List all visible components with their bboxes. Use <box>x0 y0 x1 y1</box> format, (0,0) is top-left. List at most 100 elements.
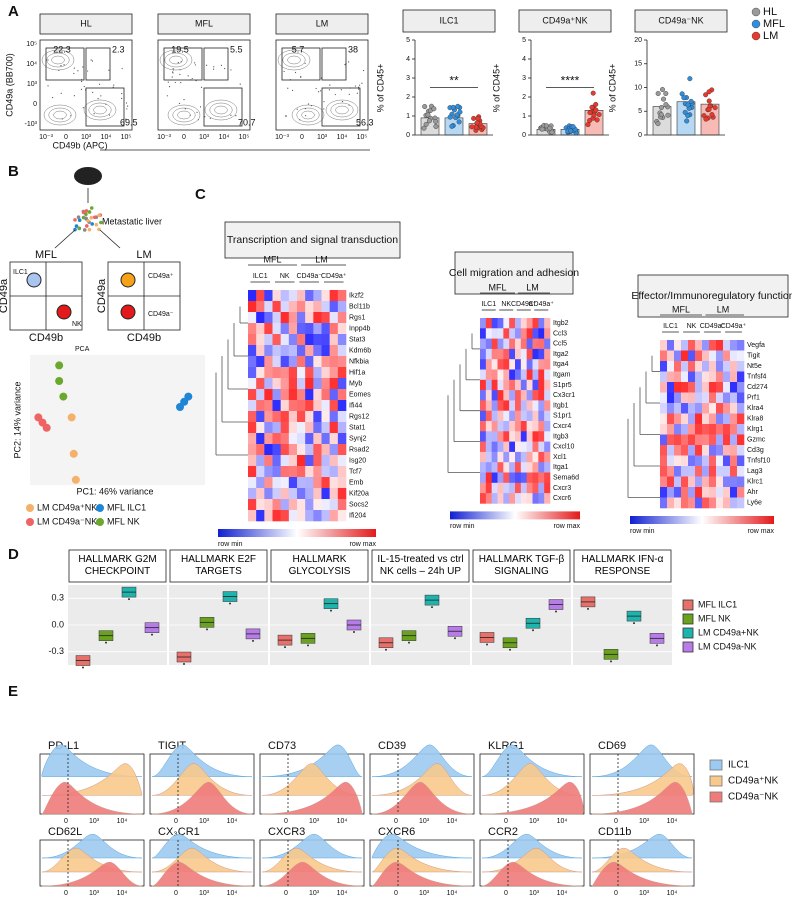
y-tick-label: 5 <box>522 37 526 44</box>
contour <box>41 49 75 71</box>
dot <box>82 666 84 669</box>
x-tick-label: 0 <box>614 890 618 897</box>
event <box>284 115 287 117</box>
heatmap-cell <box>264 345 273 357</box>
dot <box>447 114 453 120</box>
facet-strip <box>39 13 133 35</box>
heatmap-cell <box>480 400 487 411</box>
heatmap-cell <box>702 361 710 372</box>
cell-icon <box>92 215 97 220</box>
cell-icon <box>87 227 92 232</box>
histogram <box>151 833 253 859</box>
x-tick-label: 0 <box>284 818 288 825</box>
y-tick-label: 0.3 <box>51 593 64 603</box>
heatmap-cell <box>329 422 339 434</box>
histogram <box>591 782 693 815</box>
heatmap-cell <box>264 411 273 423</box>
heatmap-cell <box>337 367 347 379</box>
heatmap-cell <box>480 482 487 494</box>
heatmap-cell <box>503 400 510 411</box>
event <box>341 100 344 103</box>
heatmap-cell <box>503 410 510 422</box>
heatmap-cell <box>313 312 322 324</box>
heatmap-cell <box>716 403 724 414</box>
heatmap-cell <box>497 348 504 360</box>
y-tick-label: 0 <box>638 132 642 139</box>
group-label: ILC1 <box>481 301 496 308</box>
heatmap-cell <box>716 413 724 425</box>
heatmap-cell <box>674 371 682 383</box>
heatmap-cell <box>509 400 516 411</box>
gate <box>203 47 229 81</box>
heatmap-cell <box>681 413 689 425</box>
heatmap-cell <box>526 472 533 484</box>
event <box>300 76 302 78</box>
heatmap-cell <box>538 390 545 401</box>
heatmap-cell <box>313 466 322 478</box>
contour <box>296 107 320 123</box>
heatmap-cell <box>667 340 675 351</box>
histogram <box>41 833 143 859</box>
x-tick-label: 10³ <box>419 818 430 825</box>
x-tick-label: 10³ <box>309 818 320 825</box>
heatmap-cell <box>695 424 703 435</box>
gene-label: Itga2 <box>553 351 569 358</box>
heatmap-cell <box>702 350 710 362</box>
heatmap-cell <box>321 466 330 478</box>
heatmap-cell <box>264 400 273 412</box>
heatmap-cell <box>280 499 290 511</box>
heatmap-cell <box>297 290 306 302</box>
heatmap-cell <box>737 424 745 435</box>
contour <box>291 104 325 126</box>
panel-label: A <box>8 3 19 20</box>
heatmap-cell <box>321 499 330 511</box>
gene-label: Kif20a <box>349 490 369 497</box>
heatmap-cell <box>337 312 347 324</box>
gate <box>163 47 203 81</box>
significance: ** <box>449 74 459 88</box>
dot <box>423 121 429 127</box>
marker-title: CD73 <box>268 740 296 752</box>
y-tick-label: -10³ <box>25 121 38 128</box>
heatmap-cell <box>544 400 551 411</box>
heatmap-cell <box>337 389 347 401</box>
heatmap-cell <box>695 497 703 509</box>
cell-icon <box>90 222 94 226</box>
heatmap-cell <box>503 369 510 381</box>
legend-label: ILC1 <box>728 760 750 771</box>
cell-label: CD49a⁺ <box>148 273 174 280</box>
color-scale <box>630 516 774 524</box>
cell <box>120 272 136 288</box>
gene-label: Vegfa <box>747 342 765 349</box>
heatmap-cell <box>503 441 510 453</box>
dot <box>454 637 456 640</box>
heatmap-cell <box>280 400 290 412</box>
group-label: CD49a⁺ <box>529 301 555 308</box>
x-tick-label: 0 <box>394 890 398 897</box>
heatmap-cell <box>485 400 492 411</box>
heatmap-cell <box>688 434 696 446</box>
heatmap-cell <box>716 487 724 498</box>
pca-point <box>42 423 51 432</box>
histogram <box>261 744 363 777</box>
heatmap-cell <box>503 390 510 401</box>
heatmap-cell <box>702 434 710 446</box>
heatmap-cell <box>730 455 738 467</box>
legend-label: LM CD49a⁺NK <box>37 502 97 512</box>
heatmap-cell <box>660 466 668 477</box>
heatmap-cell <box>256 312 265 324</box>
heatmap-cell <box>660 403 668 414</box>
heatmap-cell <box>288 301 298 313</box>
flow-plot <box>39 39 133 131</box>
heatmap-cell <box>248 323 257 335</box>
dot <box>421 125 427 131</box>
scale-label: row min <box>450 523 475 530</box>
heatmap-cell <box>520 421 527 432</box>
heatmap-cell <box>272 400 281 412</box>
event <box>334 93 336 96</box>
gene-label: Prf1 <box>747 395 760 402</box>
heatmap-cell <box>667 424 675 435</box>
heatmap-cell <box>709 497 717 509</box>
heatmap-cell <box>272 499 281 511</box>
